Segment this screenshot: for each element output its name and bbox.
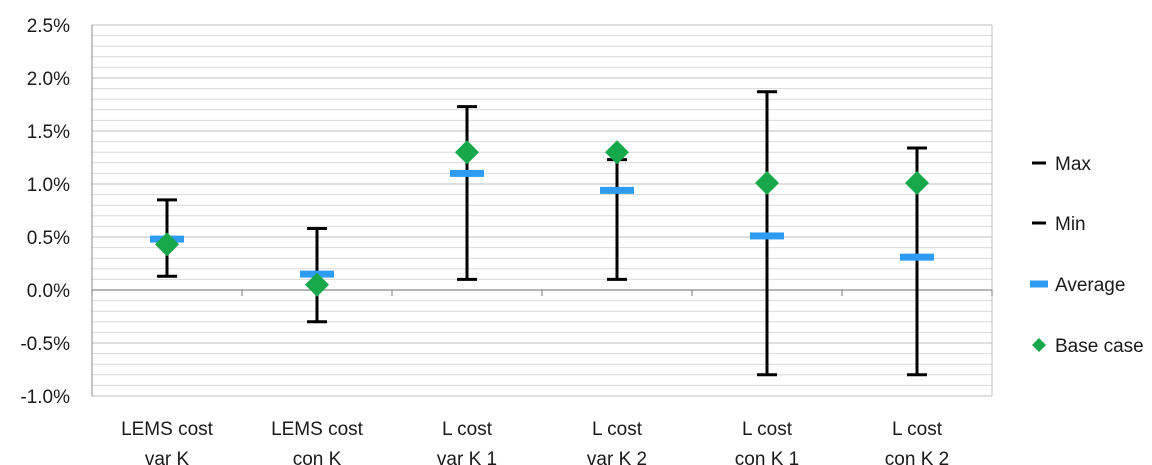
base-case-marker <box>755 170 779 195</box>
base-case-marker <box>905 170 929 195</box>
category-label: con K <box>293 449 342 465</box>
y-tick-label: -1.0% <box>20 387 70 408</box>
category-label: con K 1 <box>735 449 799 465</box>
legend-label: Average <box>1055 275 1125 296</box>
category-label: var K <box>145 449 190 465</box>
base-case-marker <box>305 272 329 297</box>
grid-lines <box>92 24 992 397</box>
data-marks <box>150 90 934 377</box>
category-label: L cost <box>442 419 493 440</box>
category-label: L cost <box>742 419 793 440</box>
category-labels: LEMS cost var K LEMS cost con K L cost var K … <box>121 419 949 465</box>
category-label: L cost <box>892 419 943 440</box>
legend-label: Base case <box>1055 336 1144 357</box>
average-marker <box>750 232 784 240</box>
legend: Max Min Average Base case <box>1030 154 1144 357</box>
axes <box>91 25 993 396</box>
legend-label: Min <box>1055 214 1086 235</box>
y-tick-label: 1.5% <box>27 122 70 143</box>
y-tick-label: -0.5% <box>20 334 70 355</box>
y-tick-label: 1.0% <box>27 175 70 196</box>
y-tick-label: 2.5% <box>27 16 70 37</box>
category-label: L cost <box>592 419 643 440</box>
legend-symbol-average <box>1030 280 1048 288</box>
category-label: LEMS cost <box>271 419 364 440</box>
category-label: con K 2 <box>885 449 949 465</box>
average-marker <box>450 169 484 177</box>
category-label: var K 2 <box>587 449 647 465</box>
category-label: LEMS cost <box>121 419 214 440</box>
base-case-marker <box>455 140 479 165</box>
y-tick-label: 0.0% <box>27 281 70 302</box>
y-tick-labels: 2.5% 2.0% 1.5% 1.0% 0.5% 0.0% -0.5% -1.0% <box>20 16 70 408</box>
category-label: var K 1 <box>437 449 497 465</box>
legend-label: Max <box>1055 154 1091 175</box>
legend-symbol-base-case <box>1032 338 1046 352</box>
y-tick-label: 0.5% <box>27 228 70 249</box>
base-case-marker <box>155 232 179 257</box>
y-tick-label: 2.0% <box>27 69 70 90</box>
average-marker <box>600 186 634 194</box>
average-marker <box>900 253 934 261</box>
base-case-marker <box>605 140 629 165</box>
